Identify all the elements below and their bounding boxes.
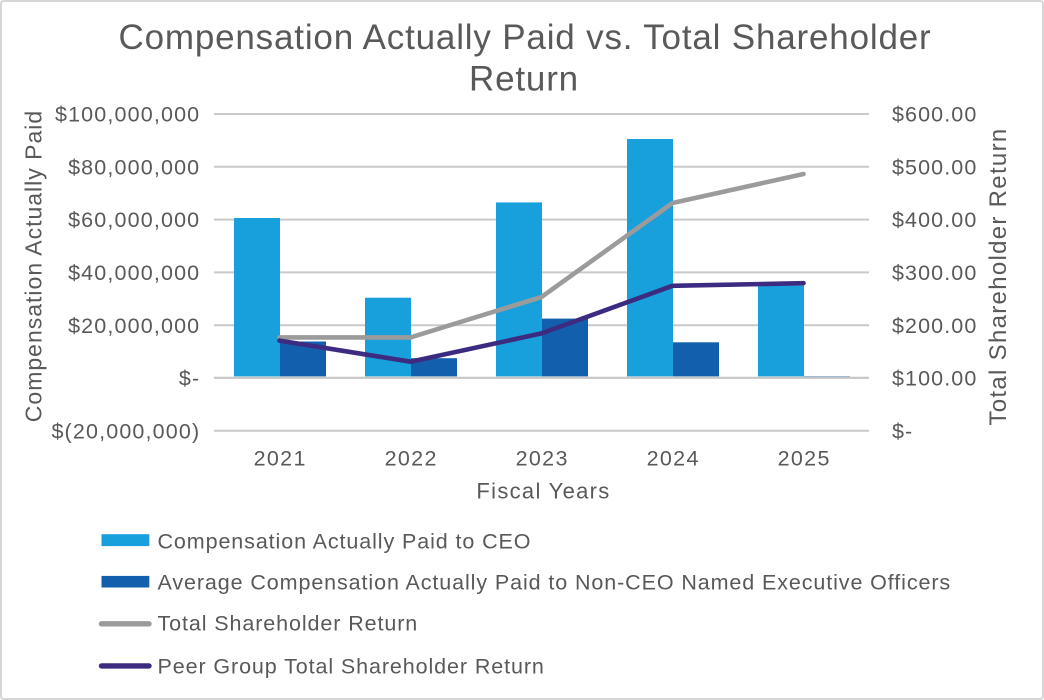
svg-text:Total Shareholder Return: Total Shareholder Return — [158, 612, 419, 636]
svg-text:$(20,000,000): $(20,000,000) — [51, 419, 200, 443]
svg-text:$20,000,000: $20,000,000 — [68, 314, 200, 338]
svg-text:2022: 2022 — [385, 447, 438, 471]
svg-text:$500.00: $500.00 — [892, 155, 977, 179]
svg-text:Fiscal Years: Fiscal Years — [476, 479, 610, 504]
svg-text:Compensation Actually Paid: Compensation Actually Paid — [21, 110, 47, 422]
svg-text:$40,000,000: $40,000,000 — [68, 261, 200, 285]
svg-text:2024: 2024 — [647, 447, 700, 471]
svg-text:2025: 2025 — [778, 447, 831, 471]
svg-text:$200.00: $200.00 — [892, 314, 977, 338]
svg-text:$100.00: $100.00 — [892, 367, 977, 391]
svg-text:$300.00: $300.00 — [892, 261, 977, 285]
svg-text:Compensation Actually Paid vs.: Compensation Actually Paid vs. Total Sha… — [118, 18, 931, 57]
svg-text:Peer Group Total Shareholder R: Peer Group Total Shareholder Return — [158, 655, 545, 679]
svg-text:Average Compensation Actually: Average Compensation Actually Paid to No… — [158, 571, 952, 595]
svg-text:2021: 2021 — [254, 447, 307, 471]
svg-text:$600.00: $600.00 — [892, 103, 977, 127]
svg-text:$80,000,000: $80,000,000 — [68, 155, 200, 179]
svg-text:Compensation Actually Paid to: Compensation Actually Paid to CEO — [158, 530, 532, 554]
svg-text:$400.00: $400.00 — [892, 208, 977, 232]
svg-text:$100,000,000: $100,000,000 — [55, 103, 200, 127]
svg-text:2023: 2023 — [516, 447, 569, 471]
svg-text:Total Shareholder Return: Total Shareholder Return — [985, 127, 1012, 425]
svg-text:Return: Return — [469, 60, 579, 99]
svg-text:$-: $- — [179, 367, 200, 391]
svg-text:$60,000,000: $60,000,000 — [68, 208, 200, 232]
svg-text:$-: $- — [892, 419, 913, 443]
